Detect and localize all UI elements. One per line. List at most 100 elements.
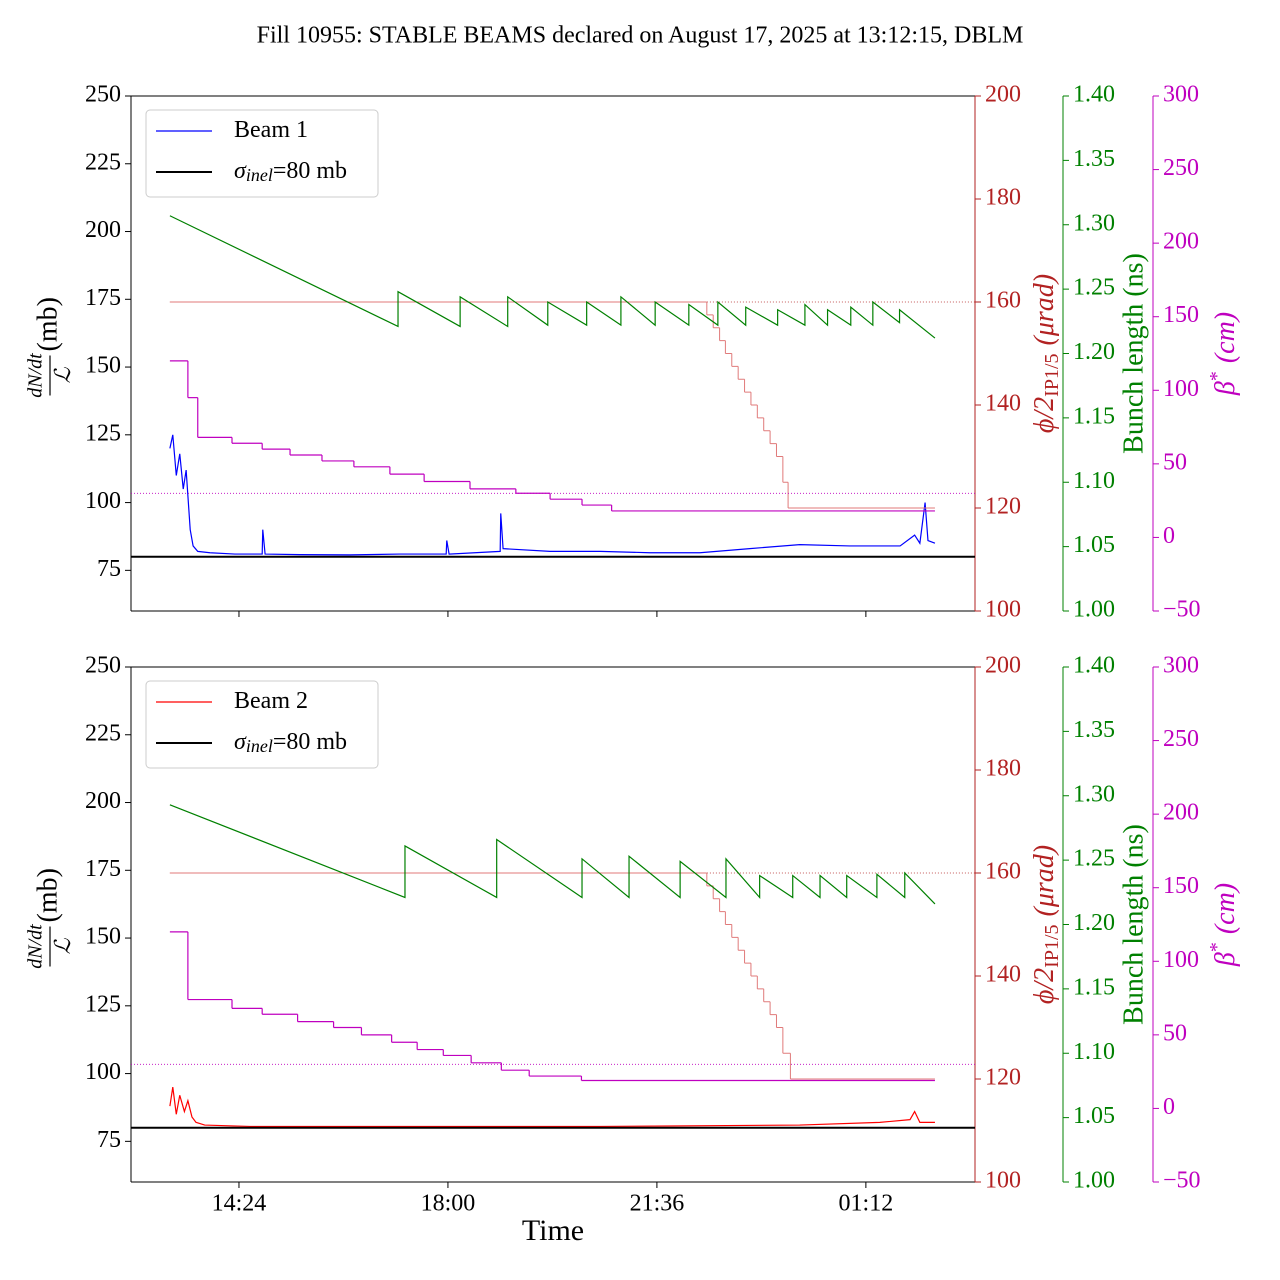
y-label-numerator: dN/dt bbox=[25, 924, 47, 969]
y4-tick-label: 300 bbox=[1163, 82, 1199, 108]
legend-label: σinel=80 mb bbox=[234, 158, 347, 186]
y-tick-label: 150 bbox=[85, 353, 121, 379]
y-tick-label: 200 bbox=[85, 217, 121, 243]
y3-axis-label: Bunch length (ns) bbox=[1118, 824, 1149, 1025]
y2-tick-label: 120 bbox=[985, 494, 1021, 520]
y3-tick-label: 1.00 bbox=[1073, 597, 1115, 623]
y-tick-label: 75 bbox=[97, 1127, 121, 1153]
y4-label-symbol: β bbox=[1210, 381, 1241, 396]
legend-suffix: =80 mb bbox=[273, 158, 347, 184]
legend-name: σ bbox=[234, 158, 247, 184]
series-line bbox=[169, 804, 936, 905]
legend-subscript: inel bbox=[246, 165, 273, 185]
y2-tick-label: 200 bbox=[985, 82, 1021, 108]
y4-label-superscript: * bbox=[1206, 371, 1228, 381]
y3-tick-label: 1.20 bbox=[1073, 910, 1115, 936]
y2-tick-label: 100 bbox=[985, 597, 1021, 623]
y2-axis-label: ϕ/2IP1/5 (μrad) bbox=[1029, 274, 1062, 433]
y4-label-unit: (cm) bbox=[1210, 312, 1241, 363]
y4-tick-label: 200 bbox=[1163, 800, 1199, 826]
y2-tick-label: 140 bbox=[985, 391, 1021, 417]
y-tick-label: 250 bbox=[85, 82, 121, 108]
x-tick-label: 01:12 bbox=[839, 1191, 894, 1217]
legend-subscript: inel bbox=[246, 736, 273, 756]
y3-tick-label: 1.30 bbox=[1073, 210, 1115, 236]
y3-tick-label: 1.15 bbox=[1073, 403, 1115, 429]
y-tick-label: 175 bbox=[85, 856, 121, 882]
series-line bbox=[169, 434, 936, 556]
y-axis-label: dN/dt ℒ (mb) bbox=[25, 297, 75, 398]
y2-tick-label: 160 bbox=[985, 859, 1021, 885]
y-tick-label: 225 bbox=[85, 720, 121, 746]
legend-label: Beam 1 bbox=[234, 117, 308, 143]
y2-tick-label: 100 bbox=[985, 1168, 1021, 1194]
y-tick-label: 150 bbox=[85, 924, 121, 950]
legend-name: σ bbox=[234, 729, 247, 755]
y-tick-label: 125 bbox=[85, 420, 121, 446]
y-label-unit: (mb) bbox=[32, 297, 63, 351]
y4-tick-label: 200 bbox=[1163, 229, 1199, 255]
y2-axis-label: ϕ/2IP1/5 (μrad) bbox=[1029, 845, 1062, 1004]
y4-axis-label: β* (cm) bbox=[1206, 883, 1242, 967]
y4-label-unit: (cm) bbox=[1210, 883, 1241, 934]
y3-tick-label: 1.25 bbox=[1073, 275, 1115, 301]
y4-label-superscript: * bbox=[1206, 942, 1228, 952]
y-axis-label: dN/dt ℒ (mb) bbox=[25, 868, 75, 969]
y2-label-subscript: IP1/5 bbox=[1041, 924, 1063, 967]
y-tick-label: 250 bbox=[85, 653, 121, 679]
y3-tick-label: 1.35 bbox=[1073, 146, 1115, 172]
y2-tick-label: 120 bbox=[985, 1065, 1021, 1091]
y4-tick-label: 300 bbox=[1163, 653, 1199, 679]
y2-label-unit: (μrad) bbox=[1029, 845, 1060, 917]
y2-tick-label: 180 bbox=[985, 185, 1021, 211]
legend-box bbox=[145, 109, 379, 198]
y2-tick-label: 180 bbox=[985, 756, 1021, 782]
y2-label-subscript: IP1/5 bbox=[1041, 353, 1063, 396]
y-tick-label: 200 bbox=[85, 788, 121, 814]
y4-tick-label: −50 bbox=[1163, 1168, 1201, 1194]
y4-tick-label: 50 bbox=[1163, 1020, 1187, 1046]
figure-title: Fill 10955: STABLE BEAMS declared on Aug… bbox=[257, 23, 1024, 49]
x-tick-label: 14:24 bbox=[212, 1191, 267, 1217]
legend-name: Beam 2 bbox=[234, 688, 308, 714]
y3-tick-label: 1.20 bbox=[1073, 339, 1115, 365]
y4-label-symbol: β bbox=[1210, 952, 1241, 967]
x-tick-label: 21:36 bbox=[630, 1191, 685, 1217]
y3-tick-label: 1.00 bbox=[1073, 1168, 1115, 1194]
y4-tick-label: −50 bbox=[1163, 597, 1201, 623]
x-axis-label: Time bbox=[522, 1214, 584, 1247]
y4-tick-label: 250 bbox=[1163, 155, 1199, 181]
y4-tick-label: 100 bbox=[1163, 376, 1199, 402]
y-label-denominator: ℒ bbox=[50, 366, 75, 383]
y2-label-symbol: ϕ/2 bbox=[1029, 397, 1060, 433]
y4-axis-label: β* (cm) bbox=[1206, 312, 1242, 396]
y3-tick-label: 1.30 bbox=[1073, 781, 1115, 807]
y3-tick-label: 1.40 bbox=[1073, 653, 1115, 679]
legend-label: Beam 2 bbox=[234, 688, 308, 714]
y2-tick-label: 200 bbox=[985, 653, 1021, 679]
y3-tick-label: 1.15 bbox=[1073, 974, 1115, 1000]
y4-tick-label: 0 bbox=[1163, 523, 1175, 549]
y2-tick-label: 160 bbox=[985, 288, 1021, 314]
y2-label-unit: (μrad) bbox=[1029, 274, 1060, 346]
y4-tick-label: 150 bbox=[1163, 873, 1199, 899]
y3-tick-label: 1.05 bbox=[1073, 1103, 1115, 1129]
y3-tick-label: 1.05 bbox=[1073, 532, 1115, 558]
series-line bbox=[169, 1087, 935, 1128]
y4-tick-label: 0 bbox=[1163, 1094, 1175, 1120]
y3-tick-label: 1.25 bbox=[1073, 846, 1115, 872]
y3-tick-label: 1.40 bbox=[1073, 82, 1115, 108]
y-tick-label: 175 bbox=[85, 285, 121, 311]
y-label-unit: (mb) bbox=[32, 868, 63, 922]
y2-label-symbol: ϕ/2 bbox=[1029, 968, 1060, 1004]
y-label-numerator: dN/dt bbox=[25, 353, 47, 398]
y3-tick-label: 1.10 bbox=[1073, 1039, 1115, 1065]
legend-suffix: =80 mb bbox=[273, 729, 347, 755]
x-tick-label: 18:00 bbox=[421, 1191, 476, 1217]
y4-tick-label: 50 bbox=[1163, 449, 1187, 475]
legend-label: σinel=80 mb bbox=[234, 729, 347, 757]
legend-name: Beam 1 bbox=[234, 117, 308, 143]
series-line bbox=[169, 215, 936, 339]
